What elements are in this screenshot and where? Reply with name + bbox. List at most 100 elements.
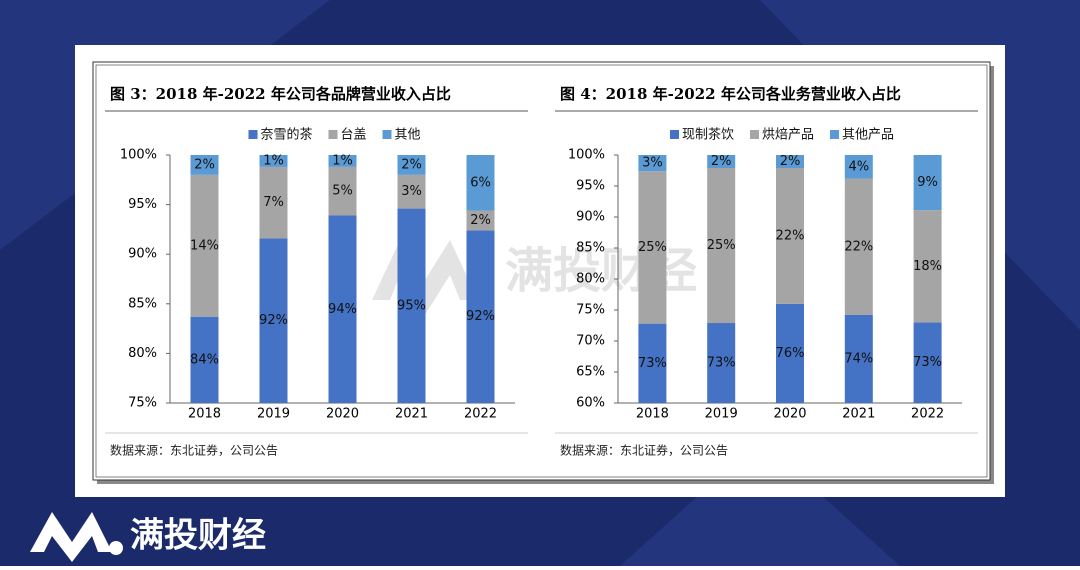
data-label: 73% [638, 356, 667, 371]
data-label: 3% [401, 184, 422, 199]
x-tick-label: 2018 [636, 407, 669, 422]
data-label: 2% [780, 154, 801, 169]
chart-title: 图 4：2018 年-2022 年公司各业务营业收入占比 [560, 85, 901, 103]
bar-segment [844, 178, 873, 315]
bar-segment [397, 174, 426, 209]
y-tick-label: 85% [576, 241, 605, 256]
legend-swatch [382, 130, 392, 139]
bar-segment [397, 208, 426, 403]
data-label: 94% [328, 302, 357, 317]
frame [92, 61, 991, 481]
data-label: 22% [776, 228, 805, 243]
data-label: 76% [776, 346, 805, 361]
legend-label: 台盖 [341, 128, 367, 143]
legend-swatch [248, 130, 258, 139]
legend-label: 现制茶饮 [682, 127, 734, 143]
data-label: 6% [470, 175, 491, 190]
bar-segment [190, 316, 219, 403]
x-tick-label: 2018 [188, 407, 221, 422]
y-tick-label: 75% [576, 303, 605, 318]
bar-segment [776, 303, 804, 403]
bar-segment [259, 166, 288, 239]
legend-swatch [830, 130, 839, 139]
data-label: 4% [848, 159, 869, 174]
legend-swatch [670, 130, 679, 139]
data-label: 92% [466, 309, 495, 324]
legend-swatch [328, 130, 338, 139]
bar-segment [638, 171, 667, 324]
x-tick-label: 2021 [842, 407, 875, 422]
bar-segment [259, 238, 288, 403]
bar-segment [466, 155, 495, 211]
y-tick-label: 80% [128, 346, 157, 361]
data-label: 7% [263, 195, 284, 210]
data-label: 92% [259, 313, 288, 328]
data-label: 74% [844, 351, 873, 366]
data-label: 95% [397, 298, 426, 313]
source: 数据来源：东北证券，公司公告 [110, 443, 278, 458]
x-tick-label: 2019 [257, 407, 290, 422]
bar-segment [776, 168, 804, 304]
source: 数据来源：东北证券，公司公告 [560, 443, 728, 458]
data-label: 22% [844, 239, 873, 254]
legend-label: 奈雪的茶 [261, 127, 313, 143]
y-tick-label: 85% [128, 296, 157, 311]
legend-swatch [750, 130, 759, 139]
logo [30, 512, 112, 562]
data-label: 5% [332, 184, 353, 199]
y-tick-label: 90% [576, 210, 605, 225]
data-label: 25% [707, 238, 736, 253]
data-label: 25% [638, 240, 667, 255]
bar-segment [466, 230, 495, 403]
bar-segment [638, 323, 667, 403]
y-tick-label: 60% [576, 396, 605, 411]
x-tick-label: 2021 [395, 407, 428, 422]
y-tick-label: 70% [576, 334, 605, 349]
bar-segment [638, 155, 667, 172]
x-tick-label: 2022 [911, 407, 944, 422]
bar-segment [707, 168, 736, 324]
bar-segment [707, 155, 736, 169]
x-tick-label: 2020 [326, 407, 359, 422]
data-label: 14% [190, 238, 219, 253]
bar-segment [190, 155, 219, 175]
legend-label: 烘焙产品 [762, 128, 814, 143]
bar-segment [328, 155, 357, 167]
legend-label: 其他 [395, 128, 421, 143]
bar-segment [844, 155, 873, 179]
data-label: 2% [194, 157, 215, 172]
bar-segment [328, 166, 357, 216]
bar-segment [190, 174, 219, 317]
x-tick-label: 2019 [705, 407, 738, 422]
bar-segment [328, 215, 357, 403]
bar-segment [776, 155, 804, 169]
y-tick-label: 75% [128, 396, 157, 411]
bar-segment [913, 322, 942, 403]
x-tick-label: 2022 [464, 407, 497, 422]
brand-text: 满投财经 [130, 516, 266, 556]
bar-segment [259, 155, 288, 167]
y-tick-label: 90% [128, 247, 157, 262]
data-label: 18% [913, 259, 942, 274]
chart-title: 图 3：2018 年-2022 年公司各品牌营业收入占比 [110, 85, 451, 103]
data-label: 73% [707, 356, 736, 371]
bar-segment [466, 210, 495, 231]
y-tick-label: 100% [120, 148, 157, 163]
data-label: 2% [470, 213, 491, 228]
frame-inner [95, 64, 988, 478]
data-label: 1% [263, 153, 284, 168]
y-tick-label: 65% [576, 365, 605, 380]
data-label: 73% [913, 355, 942, 370]
y-tick-label: 95% [576, 179, 605, 194]
data-label: 3% [642, 156, 663, 171]
logo-dot [109, 541, 123, 555]
y-tick-label: 80% [576, 272, 605, 287]
bar-segment [707, 323, 736, 403]
data-label: 2% [711, 154, 732, 169]
bg-shape [620, 440, 900, 566]
data-label: 84% [190, 352, 219, 367]
y-tick-label: 100% [568, 148, 605, 163]
y-tick-label: 95% [128, 197, 157, 212]
bar-segment [844, 314, 873, 403]
